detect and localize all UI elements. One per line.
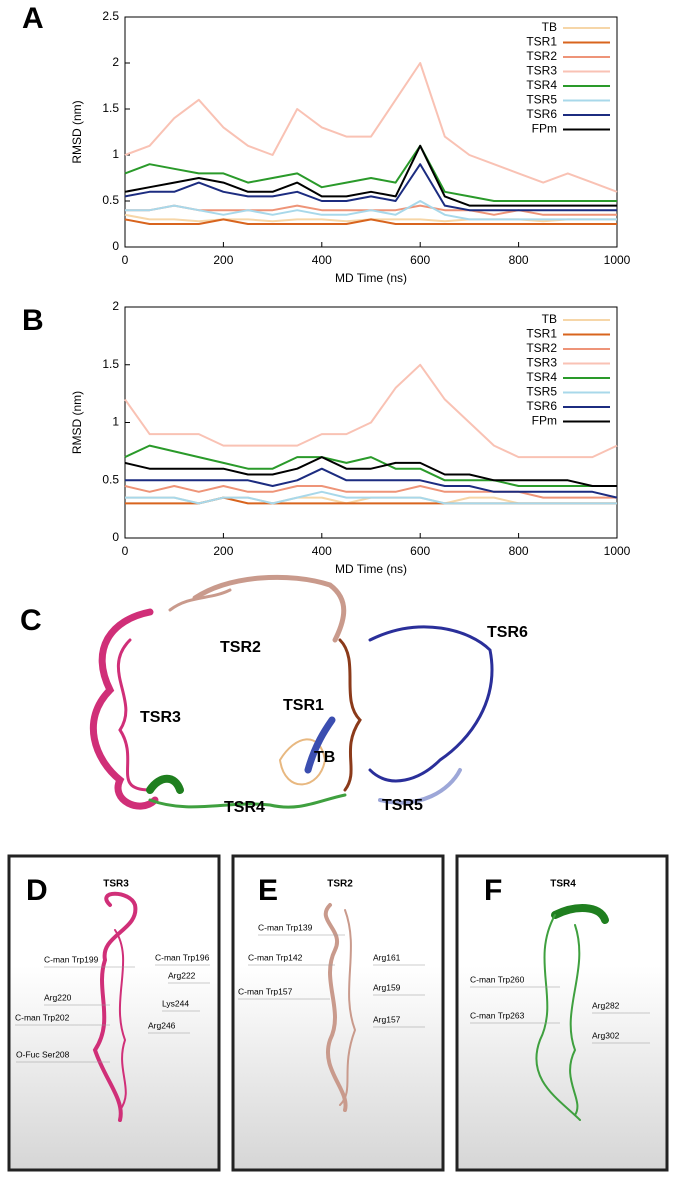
series-line — [124, 444, 617, 487]
panel-label: B — [22, 304, 44, 337]
x-tick-label: 0 — [122, 253, 129, 267]
detail-ribbons — [92, 891, 609, 1122]
series-line — [125, 467, 618, 499]
legend-label: TSR4 — [526, 78, 557, 92]
series-line — [124, 485, 617, 499]
panel-label: D — [26, 874, 48, 907]
x-tick-label: 600 — [410, 253, 430, 267]
x-tick-label: 200 — [213, 544, 233, 558]
legend-label: FPm — [532, 414, 557, 428]
x-tick-label: 600 — [410, 544, 430, 558]
y-axis-title: RMSD (nm) — [70, 391, 84, 454]
domain-title: TSR4 — [550, 879, 576, 890]
x-tick-label: 1000 — [604, 544, 631, 558]
residue-label: Arg161 — [373, 952, 401, 962]
legend-label: TB — [542, 20, 557, 34]
y-tick-label: 0 — [112, 530, 119, 544]
residue-label: Arg302 — [592, 1030, 620, 1040]
legend-label: TSR5 — [526, 93, 557, 107]
y-tick-label: 1.5 — [102, 357, 119, 371]
legend-label: TSR1 — [526, 327, 557, 341]
residue-label: C-man Trp260 — [470, 974, 525, 984]
y-tick-label: 0.5 — [102, 193, 119, 207]
residue-label: C-man Trp142 — [248, 952, 303, 962]
legend-label: TSR2 — [526, 49, 557, 63]
y-tick-label: 2.5 — [102, 9, 119, 23]
domain-label: TSR1 — [283, 697, 324, 714]
panel-label: E — [258, 874, 278, 907]
domain-label: TSR5 — [382, 797, 423, 814]
domain-label: TSR2 — [220, 639, 261, 656]
y-axis-title: RMSD (nm) — [70, 100, 84, 163]
panel-box — [231, 854, 445, 1172]
series-line — [125, 490, 617, 505]
series-line — [124, 163, 617, 212]
x-tick-label: 1000 — [604, 253, 631, 267]
legend-label: TSR1 — [526, 35, 557, 49]
structure-ribbons — [89, 574, 494, 810]
legend-label: TSR6 — [526, 107, 557, 121]
residue-label: C-man Trp199 — [44, 954, 99, 964]
legend-label: TSR5 — [526, 385, 557, 399]
domain-label: TSR4 — [224, 799, 265, 816]
domain-title: TSR2 — [327, 879, 353, 890]
x-tick-label: 800 — [509, 253, 529, 267]
residue-label: C-man Trp263 — [470, 1010, 525, 1020]
series-line — [124, 144, 617, 202]
residue-label: Arg246 — [148, 1020, 176, 1030]
y-tick-label: 1 — [112, 415, 119, 429]
series-line — [124, 363, 618, 459]
legend-label: TSR2 — [526, 341, 557, 355]
legend-label: TSR3 — [526, 356, 557, 370]
x-tick-label: 200 — [213, 253, 233, 267]
residue-label: Lys244 — [162, 998, 189, 1008]
x-tick-label: 400 — [312, 253, 332, 267]
domain-label: TB — [314, 749, 335, 766]
residue-label: Arg282 — [592, 1000, 620, 1010]
residue-label: C-man Trp196 — [155, 952, 210, 962]
residue-label: C-man Trp157 — [238, 986, 293, 996]
panel-label: F — [484, 874, 502, 907]
domain-label: TSR6 — [487, 624, 528, 641]
domain-label: TSR3 — [140, 709, 181, 726]
residue-label: C-man Trp139 — [258, 922, 313, 932]
residue-label: O-Fuc Ser208 — [16, 1049, 70, 1059]
y-tick-label: 1 — [112, 147, 119, 161]
y-tick-label: 0.5 — [102, 472, 119, 486]
domain-title: TSR3 — [103, 879, 129, 890]
legend-label: TSR6 — [526, 399, 557, 413]
x-tick-label: 0 — [122, 544, 129, 558]
x-tick-label: 800 — [509, 544, 529, 558]
x-axis-title: MD Time (ns) — [335, 562, 407, 576]
residue-label: C-man Trp202 — [15, 1012, 70, 1022]
series-line — [124, 144, 617, 207]
series-line — [125, 200, 617, 221]
residue-label: Arg220 — [44, 992, 72, 1002]
series-line — [124, 456, 617, 487]
series-line — [124, 218, 617, 225]
series-line — [124, 62, 618, 193]
legend-label: TSR3 — [526, 64, 557, 78]
legend-label: FPm — [532, 122, 557, 136]
legend-label: TB — [542, 312, 557, 326]
x-tick-label: 400 — [312, 544, 332, 558]
residue-label: Arg222 — [168, 970, 196, 980]
panel-box — [7, 854, 221, 1172]
y-tick-label: 0 — [112, 239, 119, 253]
residue-label: Arg159 — [373, 982, 401, 992]
x-axis-title: MD Time (ns) — [335, 271, 407, 285]
legend-label: TSR4 — [526, 370, 557, 384]
residue-label: Arg157 — [373, 1014, 401, 1024]
y-tick-label: 1.5 — [102, 101, 119, 115]
y-tick-label: 2 — [112, 299, 119, 313]
panel-label: A — [22, 2, 44, 35]
y-tick-label: 2 — [112, 55, 119, 69]
plot-frame — [124, 16, 618, 248]
panel-label: C — [20, 604, 42, 637]
